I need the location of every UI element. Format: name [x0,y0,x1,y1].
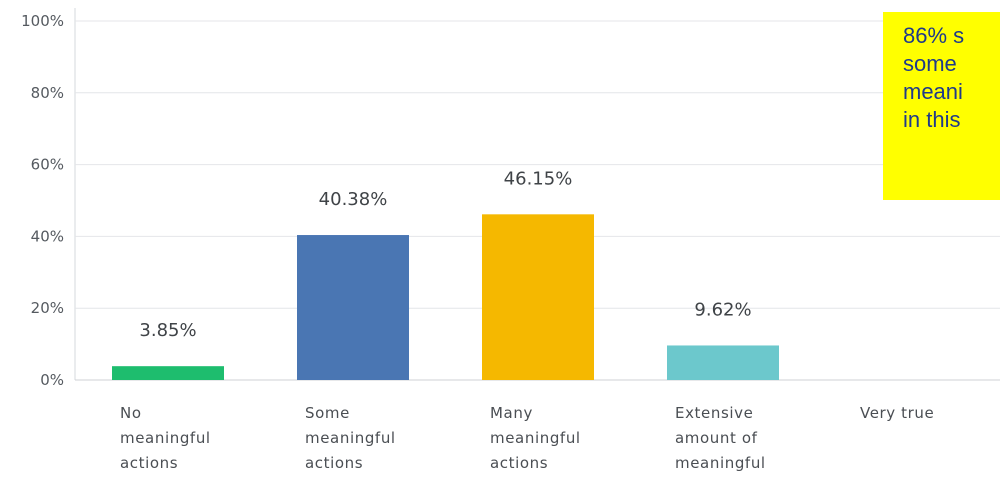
y-tick-label-40: 40% [31,227,64,245]
annotation-callout: 86% s some meani in this [883,12,1000,200]
y-tick-label-100: 100% [21,12,64,30]
category-label-0: No meaningful actions [120,404,211,472]
category-label-line: meaningful [490,429,581,447]
bar-2 [482,214,594,380]
category-label-line: Very true [860,404,934,422]
category-label-line: meaningful [675,454,766,472]
data-label-0: 3.85% [139,320,196,341]
category-label-1: Some meaningful actions [305,404,396,472]
data-label-2: 46.15% [504,168,573,189]
category-label-line: Extensive [675,404,753,422]
data-label-1: 40.38% [319,189,388,210]
category-label-2: Many meaningful actions [490,404,581,472]
y-tick-label-20: 20% [31,299,64,317]
category-label-line: actions [305,454,363,472]
category-label-4: Very true [860,404,934,422]
bar-3 [667,345,779,380]
category-label-3: Extensive amount of meaningful [675,404,766,472]
y-tick-label-60: 60% [31,156,64,174]
category-label-line: meaningful [120,429,211,447]
data-label-3: 9.62% [694,299,751,320]
category-label-line: No [120,404,142,422]
category-label-line: amount of [675,429,758,447]
category-label-line: actions [120,454,178,472]
category-label-line: actions [490,454,548,472]
y-tick-label-80: 80% [31,84,64,102]
bar-1 [297,235,409,380]
category-label-line: Some [305,404,350,422]
category-label-line: Many [490,404,533,422]
y-tick-label-0: 0% [40,371,64,389]
bar-0 [112,366,224,380]
category-label-line: meaningful [305,429,396,447]
